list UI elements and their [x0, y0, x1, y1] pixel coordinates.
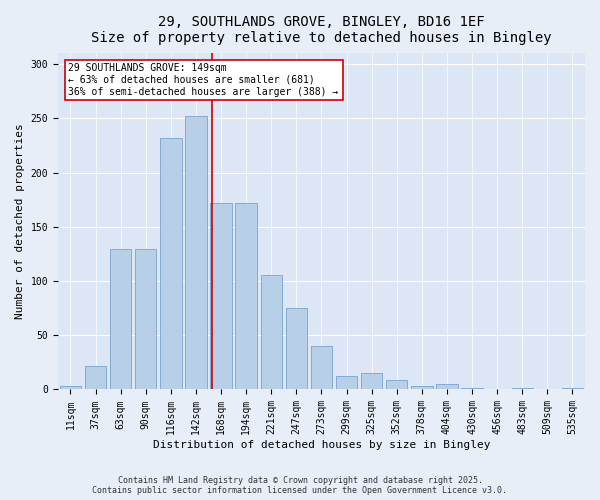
Title: 29, SOUTHLANDS GROVE, BINGLEY, BD16 1EF
Size of property relative to detached ho: 29, SOUTHLANDS GROVE, BINGLEY, BD16 1EF …: [91, 15, 552, 45]
Bar: [211, 203, 232, 390]
Bar: [135, 248, 157, 390]
Bar: [185, 116, 206, 390]
Text: 29 SOUTHLANDS GROVE: 149sqm
← 63% of detached houses are smaller (681)
36% of se: 29 SOUTHLANDS GROVE: 149sqm ← 63% of det…: [68, 64, 338, 96]
Bar: [235, 203, 257, 390]
Bar: [260, 274, 282, 390]
Bar: [411, 386, 433, 390]
Bar: [436, 384, 458, 390]
X-axis label: Distribution of detached houses by size in Bingley: Distribution of detached houses by size …: [153, 440, 490, 450]
Bar: [286, 308, 307, 390]
Bar: [336, 376, 357, 390]
Bar: [60, 386, 81, 390]
Bar: [361, 373, 382, 390]
Bar: [461, 388, 483, 390]
Text: Contains HM Land Registry data © Crown copyright and database right 2025.
Contai: Contains HM Land Registry data © Crown c…: [92, 476, 508, 495]
Bar: [160, 138, 182, 390]
Bar: [562, 388, 583, 390]
Bar: [512, 388, 533, 390]
Bar: [110, 248, 131, 390]
Bar: [311, 346, 332, 390]
Bar: [85, 366, 106, 390]
Bar: [386, 380, 407, 390]
Y-axis label: Number of detached properties: Number of detached properties: [15, 124, 25, 320]
